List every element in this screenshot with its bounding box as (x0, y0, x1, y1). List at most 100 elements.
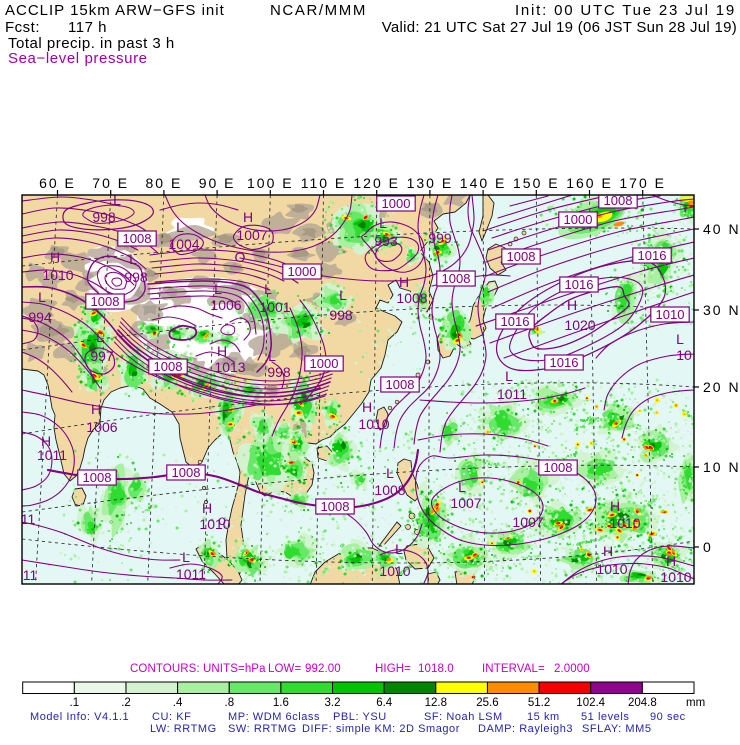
svg-text:10 N: 10 N (703, 459, 740, 475)
svg-text:90 E: 90 E (199, 175, 236, 191)
svg-text:6.4: 6.4 (376, 697, 393, 709)
svg-text:1010: 1010 (358, 416, 389, 432)
svg-text:998: 998 (329, 307, 353, 323)
svg-text:1011: 1011 (37, 447, 67, 463)
svg-text:1.6: 1.6 (273, 697, 289, 709)
svg-text:12.8: 12.8 (425, 697, 447, 709)
svg-text:117 h: 117 h (68, 19, 107, 36)
svg-text:Sea−level pressure: Sea−level pressure (8, 50, 148, 67)
svg-text:L: L (129, 251, 137, 267)
svg-text:mm: mm (686, 697, 705, 709)
svg-text:SFLAY: MM5: SFLAY: MM5 (582, 723, 651, 735)
svg-text:O: O (235, 249, 246, 265)
svg-text:3.2: 3.2 (325, 697, 341, 709)
svg-text:Init: 00 UTC Tue 23 Jul 19: Init: 00 UTC Tue 23 Jul 19 (515, 2, 736, 19)
svg-text:1008: 1008 (374, 482, 405, 498)
svg-text:CONTOURS:: CONTOURS: (130, 663, 200, 675)
svg-text:2.0000: 2.0000 (554, 663, 590, 675)
svg-text:1008: 1008 (321, 499, 350, 514)
svg-text:L: L (182, 549, 190, 565)
svg-text:ACCLIP 15km ARW−GFS init: ACCLIP 15km ARW−GFS init (5, 2, 225, 19)
svg-text:170 E: 170 E (619, 175, 666, 191)
svg-text:40 N: 40 N (703, 221, 740, 237)
svg-text:102.4: 102.4 (576, 697, 605, 709)
svg-text:L: L (96, 329, 104, 345)
svg-text:1006: 1006 (210, 297, 241, 313)
svg-text:1007: 1007 (512, 514, 543, 530)
svg-text:1016: 1016 (501, 314, 530, 329)
svg-text:1010: 1010 (199, 516, 230, 532)
svg-text:1011: 1011 (176, 566, 206, 582)
svg-text:160 E: 160 E (566, 175, 613, 191)
svg-text:51.2: 51.2 (528, 697, 550, 709)
svg-text:998: 998 (92, 209, 116, 225)
svg-text:INTERVAL=: INTERVAL= (482, 663, 545, 675)
svg-text:CU: KF: CU: KF (152, 711, 191, 723)
svg-text:1016: 1016 (638, 248, 667, 263)
svg-text:LW: RRTMG: LW: RRTMG (150, 723, 217, 735)
svg-text:L: L (113, 192, 121, 208)
svg-text:L: L (505, 368, 513, 384)
svg-text:H: H (41, 433, 51, 449)
svg-text:H: H (567, 297, 577, 313)
svg-text:998: 998 (267, 364, 291, 380)
svg-text:1010: 1010 (42, 267, 73, 283)
svg-text:1010: 1010 (609, 515, 640, 531)
svg-text:.1: .1 (70, 697, 80, 709)
svg-text:60 E: 60 E (39, 175, 76, 191)
svg-text:70 E: 70 E (92, 175, 129, 191)
svg-text:1013: 1013 (214, 359, 245, 375)
svg-text:H: H (603, 543, 613, 559)
svg-text:NCAR/MMM: NCAR/MMM (270, 2, 367, 19)
svg-text:100 E: 100 E (247, 175, 294, 191)
svg-text:1010: 1010 (379, 563, 410, 579)
svg-text:1008: 1008 (507, 249, 536, 264)
svg-text:H: H (243, 209, 253, 225)
svg-text:1016: 1016 (565, 277, 594, 292)
svg-text:UNITS=hPa: UNITS=hPa (203, 663, 266, 675)
svg-text:994: 994 (28, 309, 52, 325)
svg-text:0: 0 (703, 539, 713, 555)
svg-text:140 E: 140 E (460, 175, 507, 191)
svg-text:L: L (386, 465, 394, 481)
svg-text:1006: 1006 (86, 419, 117, 435)
svg-text:Model Info: V4.1.1: Model Info: V4.1.1 (30, 711, 129, 723)
svg-text:H: H (50, 249, 60, 265)
svg-text:992.00: 992.00 (305, 663, 341, 675)
svg-text:1000: 1000 (382, 196, 411, 211)
svg-text:L: L (268, 348, 276, 364)
svg-text:MP: WDM 6class: MP: WDM 6class (228, 711, 320, 723)
svg-text:Valid: 21 UTC Sat 27 Jul 19 (0: Valid: 21 UTC Sat 27 Jul 19 (06 JST Sun … (382, 19, 737, 36)
svg-text:H: H (217, 343, 227, 359)
svg-text:LOW=: LOW= (268, 663, 301, 675)
svg-text:80 E: 80 E (145, 175, 182, 191)
svg-text:1007: 1007 (450, 495, 481, 511)
svg-text:11: 11 (21, 511, 36, 527)
svg-text:H: H (91, 401, 101, 417)
svg-text:DAMP: Rayleigh3: DAMP: Rayleigh3 (478, 723, 573, 735)
svg-text:51 levels: 51 levels (581, 711, 629, 723)
svg-text:1000: 1000 (564, 212, 593, 227)
svg-text:H: H (399, 274, 409, 290)
svg-text:1010: 1010 (656, 307, 685, 322)
svg-text:1000: 1000 (310, 356, 339, 371)
svg-text:.4: .4 (173, 697, 183, 709)
svg-text:SW: RRTMG: SW: RRTMG (228, 723, 297, 735)
svg-text:1008: 1008 (123, 231, 152, 246)
svg-text:Total precip. in past 3 h: Total precip. in past 3 h (8, 35, 175, 52)
svg-text:H: H (202, 500, 212, 516)
svg-text:15 km: 15 km (527, 711, 560, 723)
svg-text:25.6: 25.6 (476, 697, 498, 709)
svg-text:SF: Noah LSM: SF: Noah LSM (424, 711, 503, 723)
svg-text:1020: 1020 (564, 317, 595, 333)
svg-text:1018.0: 1018.0 (418, 663, 454, 675)
svg-text:110 E: 110 E (301, 175, 347, 191)
svg-text:20 N: 20 N (703, 379, 740, 395)
svg-text:L: L (176, 219, 184, 235)
svg-text:90 sec: 90 sec (650, 711, 686, 723)
svg-text:DIFF: simple KM: 2D Smagor: DIFF: simple KM: 2D Smagor (302, 723, 460, 735)
svg-text:1001: 1001 (259, 299, 290, 315)
svg-text:PBL: YSU: PBL: YSU (333, 711, 387, 723)
svg-text:1008: 1008 (154, 359, 183, 374)
svg-text:HIGH=: HIGH= (375, 663, 411, 675)
